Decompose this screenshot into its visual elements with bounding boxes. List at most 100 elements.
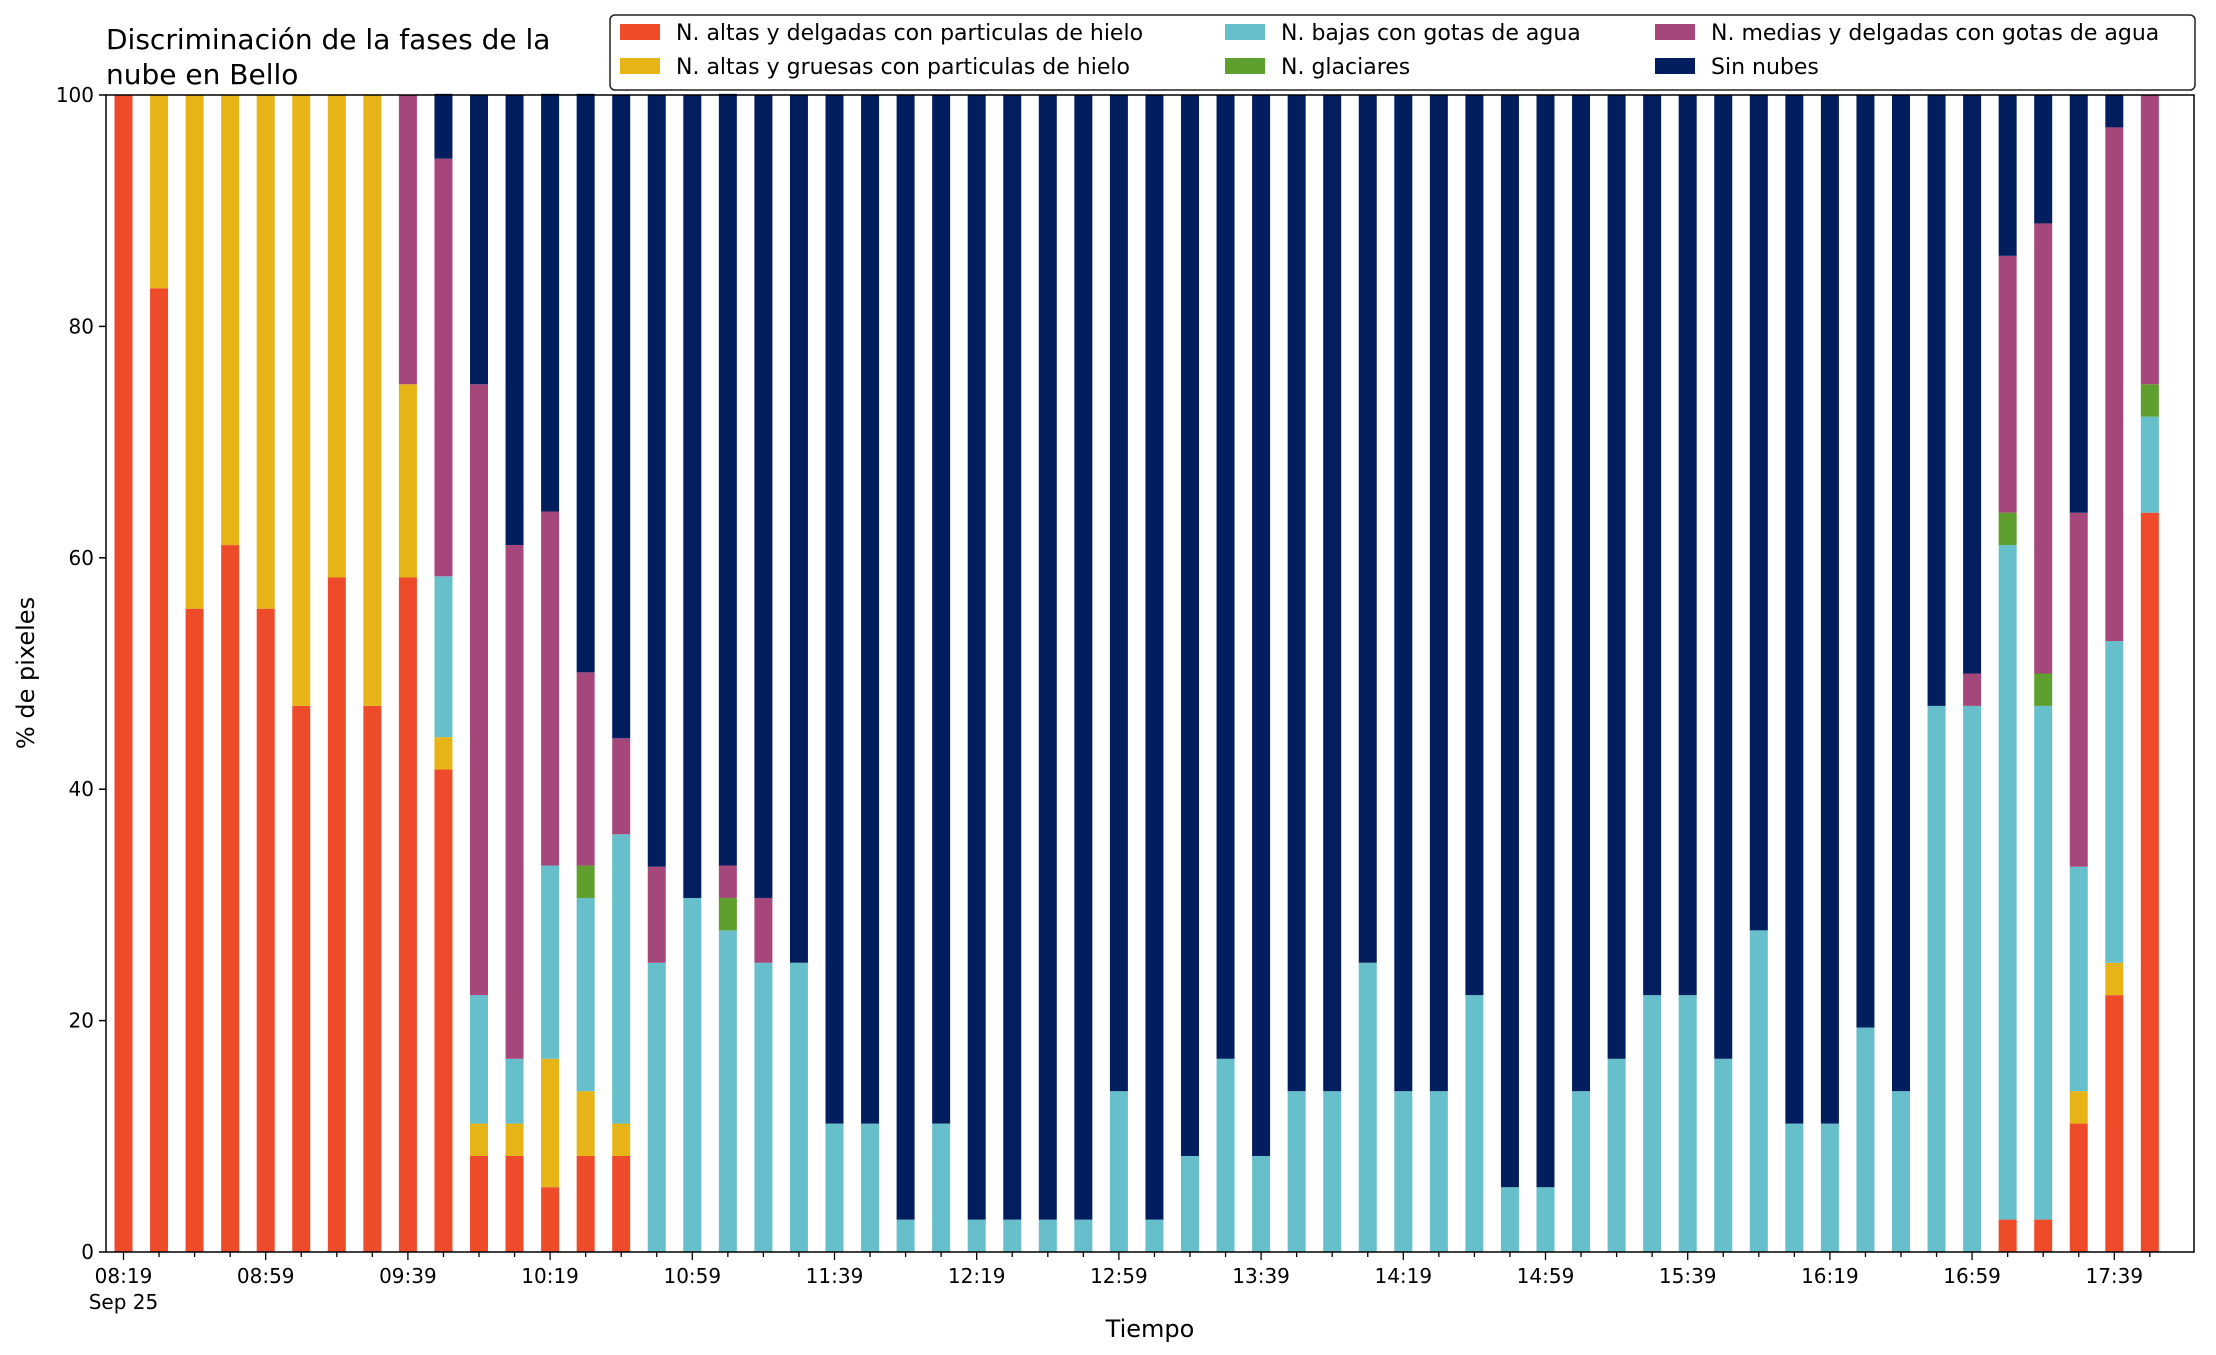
bar-segment-5-25	[1003, 95, 1022, 1220]
y-tick-label: 0	[81, 1240, 94, 1264]
bar-segment-1-10	[470, 1123, 488, 1156]
bar-segment-5-40	[1536, 95, 1555, 1188]
x-tick-sublabel: Sep 25	[89, 1290, 159, 1314]
bar-segment-4-12	[541, 511, 560, 866]
bar-segment-5-42	[1607, 95, 1626, 1059]
bar-segment-0-0	[114, 95, 133, 1252]
bar-segment-2-43	[1643, 995, 1662, 1252]
bar-segment-5-35	[1358, 95, 1377, 963]
bar-segment-1-12	[541, 1058, 560, 1188]
bar-segment-2-11	[505, 1058, 524, 1124]
bar-segment-1-1	[150, 95, 169, 289]
legend-label-4: N. medias y delgadas con gotas de agua	[1711, 21, 2159, 46]
bar-segment-5-33	[1287, 95, 1306, 1092]
bar-segment-1-9	[434, 737, 453, 770]
bar-segment-2-31	[1216, 1058, 1235, 1252]
bar-segment-4-54	[2034, 223, 2053, 674]
x-axis: 08:19 08:59 09:39 10:19 10:59 11:39 12:19 12:59…	[89, 1252, 2151, 1314]
bar-segment-2-13	[576, 897, 595, 1092]
bar-segment-1-6	[327, 95, 346, 578]
x-tick-label: 08:19	[95, 1264, 153, 1288]
bar-segment-5-18	[754, 95, 773, 898]
bar-segment-0-11	[505, 1155, 524, 1252]
bar-segment-5-16	[683, 95, 702, 898]
bar-segment-2-12	[541, 865, 560, 1059]
bar-segment-2-56	[2105, 641, 2124, 963]
bar-segment-5-13	[576, 93, 595, 673]
bar-segment-3-53	[1998, 512, 2017, 546]
legend-swatch-3	[1225, 58, 1265, 74]
bar-segment-5-48	[1820, 95, 1839, 1124]
chart-title-line-1: Discriminación de la fases de la	[106, 23, 550, 56]
bar-segment-5-36	[1394, 95, 1413, 1092]
bar-segment-0-6	[327, 577, 346, 1252]
bar-segment-3-17	[718, 897, 737, 931]
bar-segment-1-3	[221, 95, 240, 546]
x-tick-label: 08:59	[237, 1264, 295, 1288]
bar-segment-5-12	[541, 93, 560, 512]
bar-segment-4-57	[2140, 95, 2159, 385]
legend-swatch-0	[620, 24, 660, 40]
legend-swatch-4	[1655, 24, 1695, 40]
bar-segment-0-7	[363, 705, 382, 1252]
bar-segment-2-35	[1358, 962, 1377, 1252]
bar-segment-2-33	[1287, 1091, 1306, 1252]
x-tick-label: 15:39	[1659, 1264, 1717, 1288]
bar-segment-5-28	[1109, 95, 1128, 1092]
bar-segment-2-14	[612, 834, 631, 1124]
bar-segment-5-22	[896, 95, 915, 1220]
y-tick-label: 40	[69, 777, 94, 801]
bar-segment-2-52	[1963, 705, 1982, 1252]
bar-segment-2-22	[896, 1219, 915, 1252]
bar-segment-2-23	[932, 1123, 951, 1252]
bar-segment-5-29	[1145, 95, 1164, 1220]
x-tick-label: 10:19	[521, 1264, 579, 1288]
bar-segment-5-11	[505, 95, 524, 546]
bar-segment-2-19	[789, 962, 808, 1252]
bar-segment-4-10	[470, 384, 488, 996]
bar-segment-1-8	[398, 384, 417, 578]
bar-segment-0-54	[2034, 1219, 2053, 1252]
bar-segment-2-21	[861, 1123, 880, 1252]
bar-segment-4-13	[576, 672, 595, 866]
bar-segment-2-51	[1927, 705, 1946, 1252]
bar-segment-4-14	[612, 738, 631, 835]
bar-segment-5-53	[1998, 95, 2017, 256]
bar-segment-4-55	[2069, 512, 2088, 867]
bar-segment-5-27	[1074, 95, 1093, 1220]
bar-segment-2-50	[1892, 1091, 1910, 1252]
bar-segment-2-26	[1038, 1219, 1057, 1252]
x-tick-label: 14:19	[1374, 1264, 1432, 1288]
legend-label-2: N. bajas con gotas de agua	[1281, 21, 1581, 46]
legend-swatch-5	[1655, 58, 1695, 74]
bar-segment-3-57	[2140, 384, 2159, 417]
x-axis-label: Tiempo	[1105, 1315, 1195, 1343]
bar-segment-1-11	[505, 1123, 524, 1156]
legend-frame	[609, 14, 2196, 91]
bar-segment-0-3	[221, 545, 240, 1252]
bar-segment-5-21	[861, 95, 880, 1124]
bar-segment-2-24	[967, 1219, 986, 1252]
bar-segment-5-44	[1678, 95, 1697, 996]
bar-segment-0-10	[470, 1155, 488, 1252]
bar-segment-2-28	[1109, 1091, 1128, 1252]
bar-segment-0-57	[2140, 512, 2159, 1252]
bar-segment-4-15	[647, 866, 666, 963]
bar-segment-2-37	[1429, 1091, 1448, 1252]
bar-segment-2-54	[2034, 705, 2053, 1220]
bar-segment-0-5	[292, 705, 311, 1252]
bar-segment-5-32	[1252, 95, 1271, 1156]
bar-segment-5-37	[1429, 95, 1448, 1092]
bar-segment-5-17	[718, 93, 737, 866]
bar-segment-5-56	[2105, 95, 2124, 128]
bar-segment-2-46	[1749, 930, 1768, 1252]
bar-segment-5-24	[967, 95, 986, 1220]
bar-segment-5-19	[789, 95, 808, 963]
bar-segment-5-31	[1216, 95, 1235, 1059]
legend: N. altas y delgadas con particulas de hi…	[609, 14, 2196, 91]
bar-segment-2-18	[754, 962, 773, 1252]
bar-segment-2-42	[1607, 1058, 1626, 1252]
y-tick-label: 60	[69, 546, 94, 570]
bar-segment-2-30	[1181, 1155, 1199, 1252]
bar-segment-3-13	[576, 865, 595, 898]
